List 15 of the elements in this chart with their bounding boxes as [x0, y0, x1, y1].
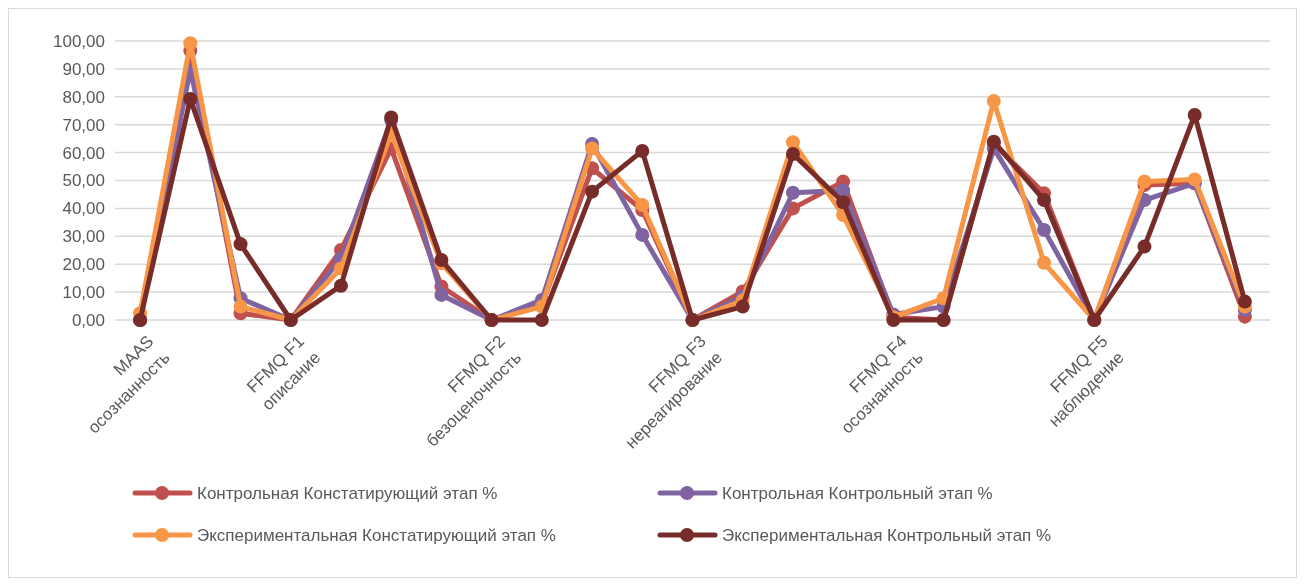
- y-tick-label: 100,00: [53, 31, 105, 51]
- legend-label: Экспериментальная Констатирующий этап %: [197, 525, 556, 545]
- y-tick-label: 50,00: [62, 171, 105, 191]
- y-tick-label: 60,00: [62, 143, 105, 163]
- y-tick-label: 90,00: [62, 59, 105, 79]
- y-tick-label: 0,00: [71, 310, 105, 330]
- legend-label: Контрольная Констатирующий этап %: [197, 483, 498, 503]
- y-tick-label: 80,00: [62, 87, 105, 107]
- y-tick-label: 70,00: [62, 115, 105, 135]
- y-tick-label: 40,00: [62, 199, 105, 219]
- y-tick-label: 30,00: [62, 227, 105, 247]
- y-tick-label: 10,00: [62, 283, 105, 303]
- legend-label: Экспериментальная Контрольный этап %: [722, 525, 1052, 545]
- y-tick-label: 20,00: [62, 255, 105, 275]
- legend-label: Контрольная Контрольный этап %: [722, 483, 993, 503]
